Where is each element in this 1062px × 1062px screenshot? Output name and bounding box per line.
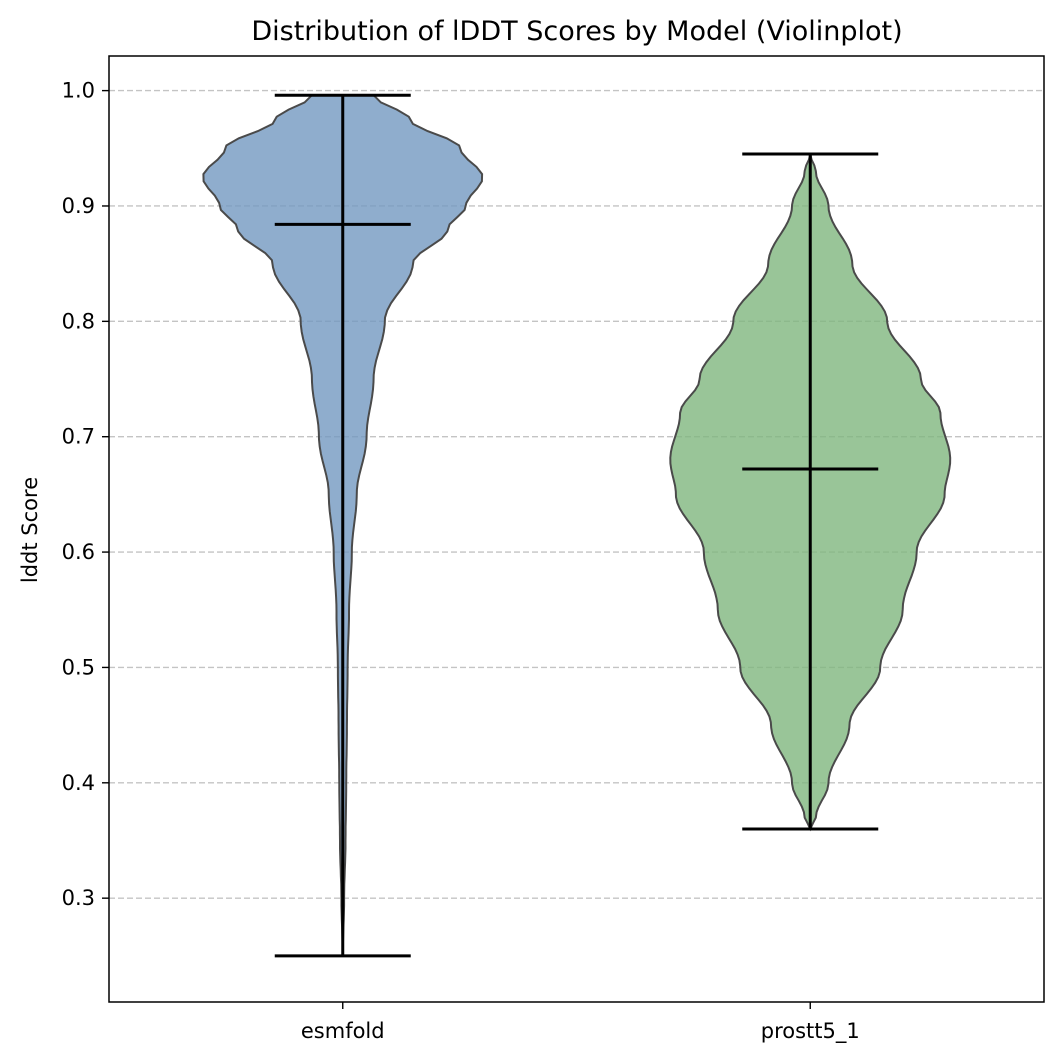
y-tick-label: 0.5 <box>62 655 95 679</box>
chart-title: Distribution of lDDT Scores by Model (Vi… <box>251 16 902 47</box>
plot-frame <box>108 55 1045 1003</box>
y-axis: 0.3 0.4 0.5 0.6 0.7 0.8 0.9 1.0 <box>62 79 109 910</box>
y-axis-label: lddt Score <box>18 477 42 583</box>
y-tick-label: 0.4 <box>62 771 95 795</box>
y-tick-label: 1.0 <box>62 79 95 103</box>
y-tick-label: 0.8 <box>62 309 95 333</box>
violin-stat-lines <box>274 93 879 958</box>
y-tick-label: 0.9 <box>62 194 95 218</box>
y-tick-label: 0.3 <box>62 886 95 910</box>
y-tick-label: 0.6 <box>62 540 95 564</box>
x-tick-label: prostt5_1 <box>761 1019 860 1044</box>
y-tick-label: 0.7 <box>62 425 95 449</box>
x-axis: esmfold prostt5_1 <box>301 1002 860 1044</box>
x-tick-label: esmfold <box>301 1019 385 1043</box>
